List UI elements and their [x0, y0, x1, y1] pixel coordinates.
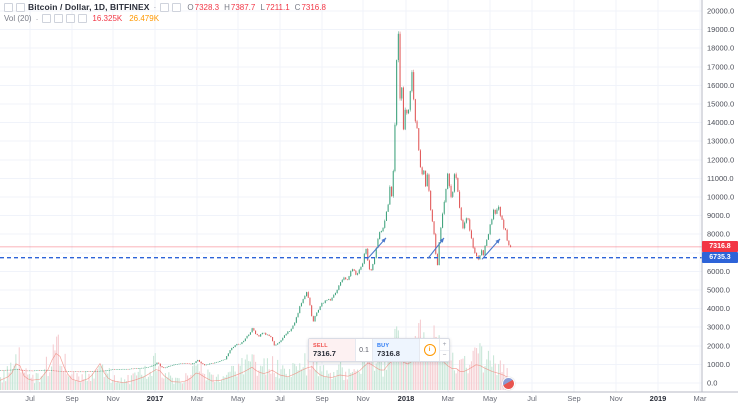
svg-text:May: May	[483, 394, 497, 403]
legend-separator: ·	[153, 2, 157, 12]
high-value: 7387.7	[230, 2, 256, 12]
svg-text:2019: 2019	[650, 394, 667, 403]
svg-text:16000.0: 16000.0	[707, 81, 734, 90]
eye-icon[interactable]	[16, 2, 25, 12]
symbol-title[interactable]: Bitcoin / Dollar, 1D, BITFINEX	[28, 2, 150, 12]
close-label: C	[294, 2, 301, 12]
settings-icon[interactable]	[160, 2, 170, 12]
volume-value: 16.325K	[92, 14, 123, 23]
collapse-icon[interactable]	[4, 2, 13, 12]
svg-text:Sep: Sep	[315, 394, 328, 403]
eye-icon[interactable]	[42, 14, 52, 23]
svg-text:19000.0: 19000.0	[707, 25, 734, 34]
svg-text:9000.0: 9000.0	[707, 211, 730, 220]
grid	[0, 0, 702, 392]
svg-text:Jul: Jul	[25, 394, 35, 403]
close-value: 7316.8	[301, 2, 326, 12]
buy-price: 7316.8	[377, 348, 400, 358]
svg-text:2017: 2017	[147, 394, 164, 403]
svg-text:12000.0: 12000.0	[707, 155, 734, 164]
symbol-legend: Bitcoin / Dollar, 1D, BITFINEX · O 7328.3…	[4, 2, 326, 12]
svg-text:Jul: Jul	[275, 394, 285, 403]
svg-text:10000.0: 10000.0	[707, 193, 734, 202]
svg-text:11000.0: 11000.0	[707, 174, 734, 183]
low-label: L	[260, 2, 265, 12]
volume-indicator-legend: Vol (20) · 16.325K 26.479K	[4, 13, 160, 24]
event-marker-icon[interactable]	[502, 377, 515, 390]
svg-text:Nov: Nov	[356, 394, 370, 403]
buy-signal-arrows	[366, 237, 501, 260]
svg-text:2000.0: 2000.0	[707, 341, 730, 350]
high-label: H	[224, 2, 230, 12]
ohlc-readout: O 7328.3 H 7387.7 L 7211.1 C 7316.8	[187, 3, 326, 12]
quantity-stepper: + −	[440, 339, 449, 361]
open-label: O	[187, 2, 194, 12]
svg-text:14000.0: 14000.0	[707, 118, 734, 127]
candlestick-series	[0, 31, 512, 373]
svg-text:Nov: Nov	[106, 394, 120, 403]
svg-text:1000.0: 1000.0	[707, 360, 730, 369]
last-price-tag: 7316.8	[702, 241, 738, 252]
buy-button[interactable]: BUY 7316.8	[373, 339, 420, 361]
svg-text:Sep: Sep	[567, 394, 580, 403]
more-icon[interactable]	[78, 14, 88, 23]
info-circle-icon: i	[423, 344, 436, 356]
buy-label: BUY	[377, 342, 390, 349]
svg-text:15000.0: 15000.0	[707, 100, 734, 109]
svg-text:Mar: Mar	[191, 394, 204, 403]
sell-button[interactable]: SELL 7316.7	[309, 339, 356, 361]
svg-text:2018: 2018	[398, 394, 415, 403]
quantity-decrease-button[interactable]: −	[442, 352, 447, 360]
svg-text:8000.0: 8000.0	[707, 230, 730, 239]
volume-ma-value: 26.479K	[129, 14, 160, 23]
menu-icon[interactable]	[172, 2, 182, 12]
svg-text:13000.0: 13000.0	[707, 137, 734, 146]
svg-text:20000.0: 20000.0	[707, 7, 734, 16]
svg-text:5000.0: 5000.0	[707, 286, 730, 295]
svg-text:4000.0: 4000.0	[707, 304, 730, 313]
svg-text:17000.0: 17000.0	[707, 62, 734, 71]
svg-text:Jul: Jul	[527, 394, 537, 403]
indicator-name[interactable]: Vol (20)	[4, 14, 32, 23]
svg-text:Nov: Nov	[609, 394, 623, 403]
svg-text:6000.0: 6000.0	[707, 267, 730, 276]
quantity-increase-button[interactable]: +	[440, 339, 449, 351]
legend-separator-2: ·	[35, 13, 39, 24]
time-axis-labels: Jul Sep Nov 2017 Mar May Jul Sep Nov 2018 Mar May Ju…	[25, 394, 707, 403]
sell-label: SELL	[313, 342, 328, 349]
svg-text:0.0: 0.0	[707, 379, 717, 388]
low-value: 7211.1	[265, 2, 290, 12]
quantity-field[interactable]: 0.1	[356, 339, 373, 361]
svg-text:Mar: Mar	[442, 394, 455, 403]
svg-text:18000.0: 18000.0	[707, 44, 734, 53]
svg-text:Mar: Mar	[694, 394, 707, 403]
sell-price: 7316.7	[313, 348, 336, 358]
svg-text:3000.0: 3000.0	[707, 323, 730, 332]
delete-icon[interactable]	[66, 14, 76, 23]
support-price-tag[interactable]: 6735.3	[702, 252, 738, 263]
gear-icon[interactable]	[54, 14, 64, 23]
price-axis-labels: 0.01000.02000.03000.04000.05000.06000.07…	[707, 7, 734, 388]
trade-panel: SELL 7316.7 0.1 BUY 7316.8 i + −	[308, 338, 450, 362]
svg-text:May: May	[231, 394, 245, 403]
order-settings-icon[interactable]: i	[420, 339, 440, 361]
svg-text:Sep: Sep	[65, 394, 78, 403]
open-value: 7328.3	[194, 2, 220, 12]
